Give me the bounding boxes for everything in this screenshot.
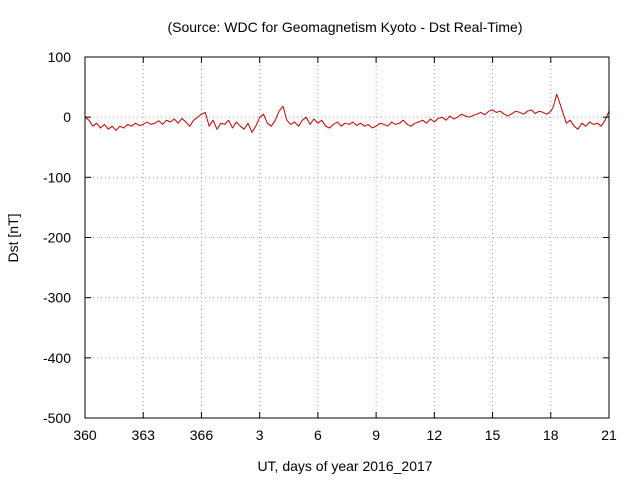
x-tick-labels: 360 363 366 3 6 9 12 15 18 21 <box>73 427 617 443</box>
dst-series-line <box>84 93 610 133</box>
x-tick-label: 360 <box>73 427 97 443</box>
grid-lines <box>85 57 609 418</box>
y-tick-label: -400 <box>43 350 71 366</box>
data-line-layer <box>84 93 610 133</box>
x-axis-label: UT, days of year 2016_2017 <box>257 458 432 474</box>
x-tick-label: 21 <box>601 427 617 443</box>
y-tick-label: 100 <box>48 49 72 65</box>
y-tick-label: -100 <box>43 169 71 185</box>
x-tick-label: 15 <box>485 427 501 443</box>
y-tick-label: -500 <box>43 410 71 426</box>
x-tick-label: 3 <box>256 427 264 443</box>
y-tick-label: -200 <box>43 230 71 246</box>
x-tick-label: 18 <box>543 427 559 443</box>
y-tick-label: -300 <box>43 290 71 306</box>
y-tick-labels: 100 0 -100 -200 -300 -400 -500 <box>43 49 71 426</box>
plot-frame <box>84 56 610 419</box>
chart-title: (Source: WDC for Geomagnetism Kyoto - Ds… <box>167 19 522 35</box>
x-tick-label: 9 <box>372 427 380 443</box>
x-tick-label: 363 <box>132 427 156 443</box>
x-tick-label: 366 <box>190 427 214 443</box>
y-tick-label: 0 <box>63 109 71 125</box>
tick-marks <box>84 56 610 419</box>
x-tick-label: 12 <box>427 427 443 443</box>
y-axis-label: Dst [nT] <box>5 213 21 262</box>
x-tick-label: 6 <box>314 427 322 443</box>
